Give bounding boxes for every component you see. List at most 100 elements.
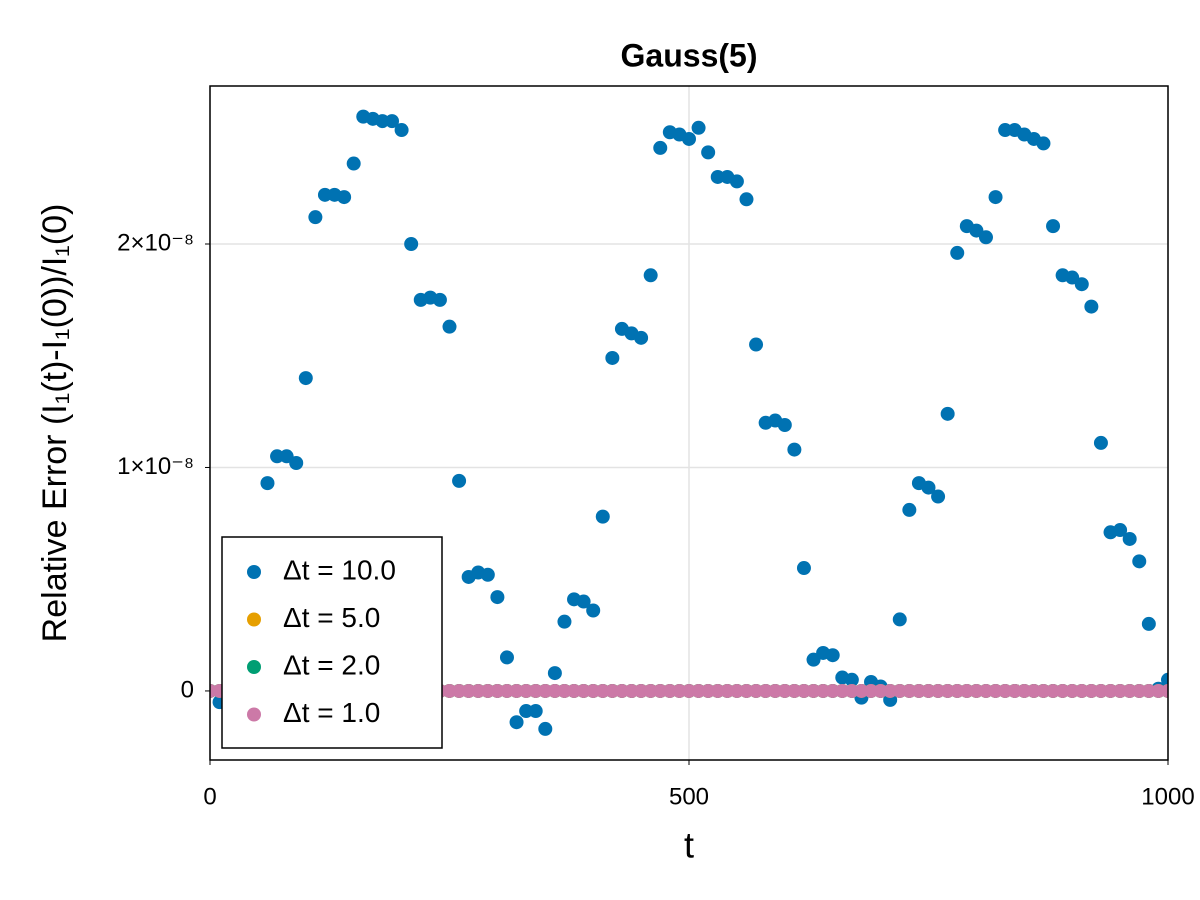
- data-point: [749, 683, 764, 698]
- data-point: [634, 330, 649, 345]
- legend-label: Δt = 5.0: [283, 602, 380, 633]
- data-point: [1132, 683, 1147, 698]
- data-point: [385, 114, 400, 129]
- data-point: [528, 704, 543, 719]
- data-point: [777, 418, 792, 433]
- data-point: [605, 350, 620, 365]
- data-point: [1132, 554, 1147, 569]
- data-point: [337, 190, 352, 205]
- data-point: [567, 683, 582, 698]
- data-point: [1161, 683, 1168, 698]
- data-point: [777, 683, 792, 698]
- data-point: [729, 683, 744, 698]
- data-point: [959, 683, 974, 698]
- data-point: [461, 683, 476, 698]
- legend: Δt = 10.0 Δt = 5.0 Δt = 2.0 Δt = 1.0: [221, 536, 443, 749]
- data-point: [1093, 683, 1108, 698]
- data-point: [586, 683, 601, 698]
- data-point: [998, 123, 1013, 138]
- data-point: [940, 683, 955, 698]
- data-point: [1122, 683, 1137, 698]
- data-point: [902, 502, 917, 517]
- data-point: [394, 123, 409, 138]
- data-point: [605, 683, 620, 698]
- data-point: [835, 683, 850, 698]
- x-tick-label: 0: [203, 783, 216, 810]
- data-point: [1141, 616, 1156, 631]
- data-point: [538, 721, 553, 736]
- data-point: [672, 683, 687, 698]
- data-point: [480, 567, 495, 582]
- data-point: [988, 683, 1003, 698]
- y-tick-label: 2×10⁻⁸: [117, 229, 194, 256]
- data-point: [796, 683, 811, 698]
- y-axis-label: Relative Error (I₁(t)-I₁(0))/I₁(0): [36, 204, 74, 643]
- data-point: [557, 614, 572, 629]
- data-point: [978, 683, 993, 698]
- data-point: [595, 683, 610, 698]
- data-point: [528, 683, 543, 698]
- data-point: [844, 683, 859, 698]
- data-point: [346, 156, 361, 171]
- data-point: [749, 337, 764, 352]
- data-point: [825, 683, 840, 698]
- data-point: [883, 683, 898, 698]
- data-point: [931, 683, 946, 698]
- data-point: [739, 192, 754, 207]
- data-point: [768, 683, 783, 698]
- y-tick-label: 1×10⁻⁸: [117, 453, 194, 480]
- x-axis-label: t: [684, 825, 694, 866]
- y-tick-label: 0: [181, 676, 194, 703]
- data-point: [260, 476, 275, 491]
- data-point: [1113, 683, 1128, 698]
- data-point: [1036, 136, 1051, 151]
- data-point: [442, 319, 457, 334]
- data-point: [317, 187, 332, 202]
- data-point: [1055, 683, 1070, 698]
- data-point: [270, 449, 285, 464]
- data-point: [404, 236, 419, 251]
- data-point: [710, 683, 725, 698]
- data-point: [1113, 523, 1128, 538]
- data-point: [825, 648, 840, 663]
- data-point: [1122, 531, 1137, 546]
- data-point: [950, 245, 965, 260]
- x-tick-label: 500: [669, 783, 709, 810]
- data-point: [375, 114, 390, 129]
- legend-marker: [247, 612, 261, 627]
- data-point: [931, 489, 946, 504]
- data-point: [796, 561, 811, 576]
- data-point: [1084, 299, 1099, 314]
- data-point: [988, 190, 1003, 205]
- data-point: [806, 683, 821, 698]
- legend-label: Δt = 1.0: [283, 697, 380, 728]
- data-point: [1103, 683, 1118, 698]
- data-point: [289, 456, 304, 471]
- data-point: [586, 603, 601, 618]
- data-point: [758, 683, 773, 698]
- data-point: [682, 131, 696, 146]
- data-point: [682, 683, 696, 698]
- data-point: [1046, 219, 1061, 234]
- data-point: [1065, 683, 1080, 698]
- data-point: [576, 683, 591, 698]
- data-point: [844, 672, 859, 687]
- data-point: [739, 683, 754, 698]
- data-point: [911, 683, 926, 698]
- data-point: [595, 509, 610, 524]
- data-point: [643, 268, 658, 283]
- data-point: [1017, 683, 1032, 698]
- data-point: [471, 683, 486, 698]
- data-point: [480, 683, 495, 698]
- data-point: [1151, 683, 1166, 698]
- data-point: [576, 594, 591, 609]
- data-point: [691, 683, 706, 698]
- data-point: [452, 473, 467, 488]
- data-point: [787, 683, 802, 698]
- data-point: [710, 169, 725, 184]
- legend-marker: [247, 565, 261, 579]
- plot-frame: [209, 85, 1169, 761]
- data-point: [921, 683, 936, 698]
- data-point: [701, 683, 716, 698]
